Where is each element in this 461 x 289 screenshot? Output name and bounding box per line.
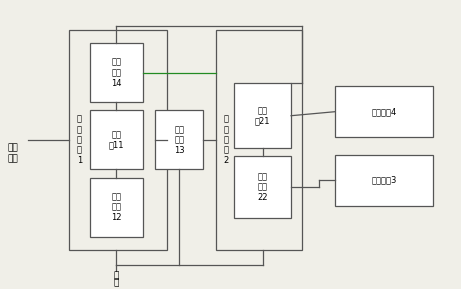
Text: 第四
电阻
22: 第四 电阻 22 (257, 172, 268, 202)
Bar (335, 86, 433, 137)
Text: 第一
电阻
12: 第一 电阻 12 (111, 192, 122, 222)
Text: 调整电路3: 调整电路3 (372, 176, 397, 185)
Text: 电源
正极: 电源 正极 (7, 144, 18, 163)
Text: 输出电路4: 输出电路4 (372, 107, 397, 116)
Text: 地: 地 (114, 272, 119, 281)
Bar (69, 30, 167, 250)
Bar (90, 110, 142, 169)
Text: 三极
管21: 三极 管21 (255, 106, 270, 125)
Text: 比较
器11: 比较 器11 (109, 130, 124, 150)
Bar (155, 110, 203, 169)
Bar (90, 177, 142, 237)
Bar (216, 30, 302, 250)
Bar (335, 155, 433, 206)
Bar (234, 84, 291, 148)
Text: 第三
电阻
14: 第三 电阻 14 (111, 58, 122, 88)
Text: 放
大
电
路
2: 放 大 电 路 2 (223, 115, 229, 165)
Text: 第二
电阻
13: 第二 电阻 13 (174, 125, 184, 155)
Bar (234, 156, 291, 218)
Text: 地: 地 (114, 278, 119, 287)
Bar (90, 43, 142, 102)
Text: 比
较
电
路
1: 比 较 电 路 1 (77, 115, 82, 165)
